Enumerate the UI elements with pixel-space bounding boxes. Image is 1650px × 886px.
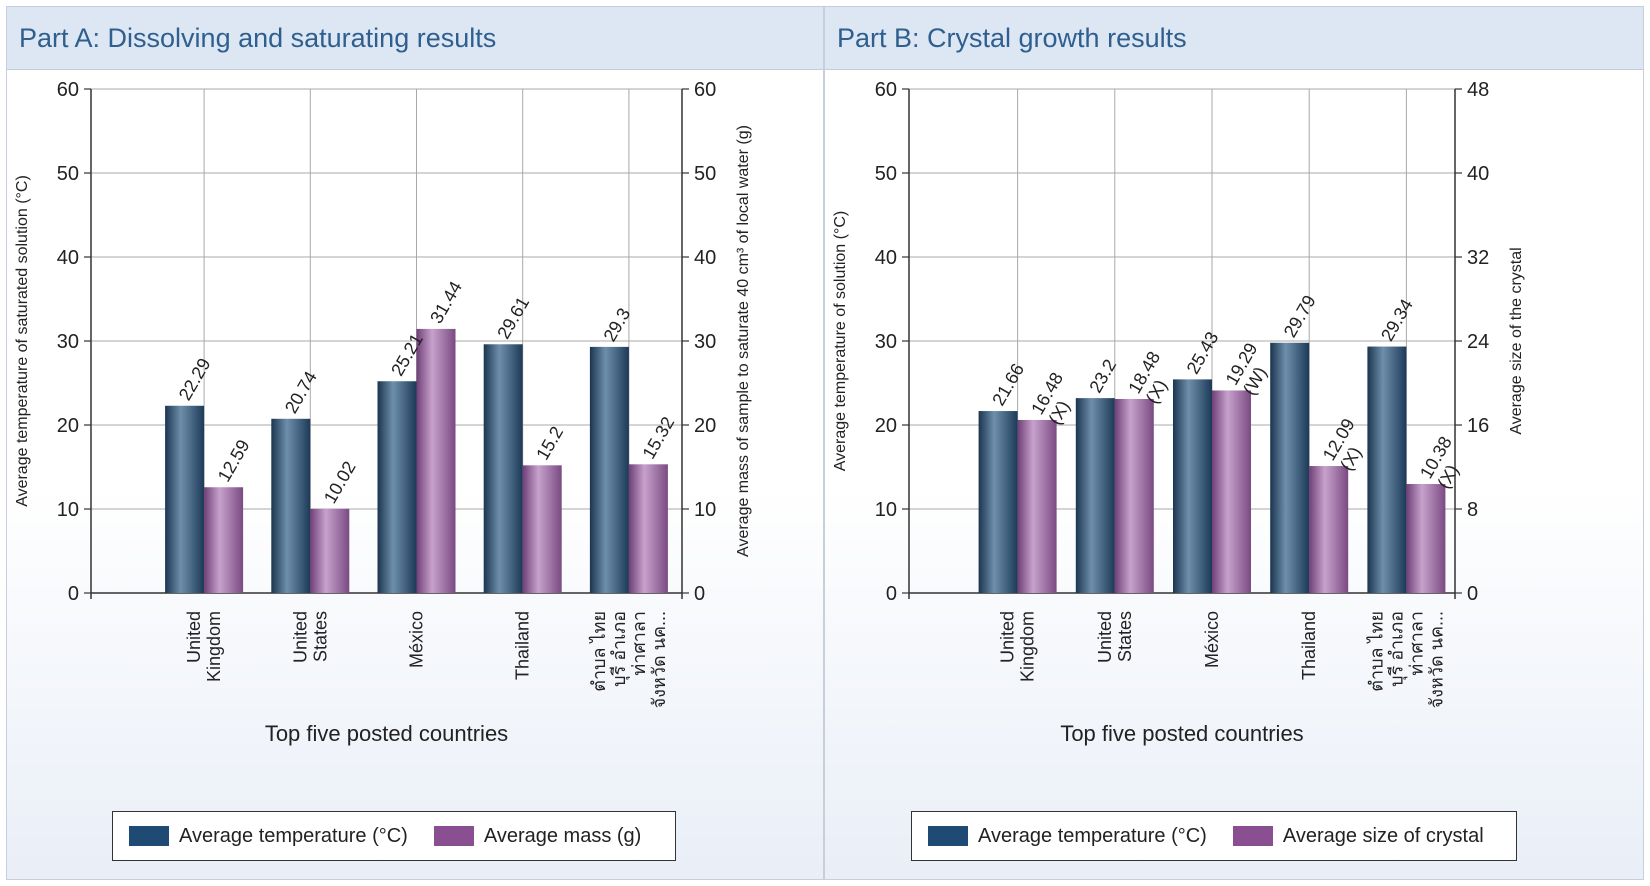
- x-category-label: UnitedKingdom: [184, 611, 224, 682]
- data-label-secondary: 10.02: [320, 458, 360, 507]
- bar-temperature: [1270, 342, 1310, 593]
- panel-part-b: Part B: Crystal growth results 0 10 20 30 40…: [824, 6, 1644, 880]
- bar-secondary: [628, 464, 668, 593]
- y-right-tick-label: 50: [694, 163, 716, 185]
- bar-secondary: [1212, 390, 1251, 593]
- y-right-tick-label: 32: [1467, 247, 1489, 269]
- y-left-tick-label: 60: [57, 79, 79, 101]
- legend-b: Average temperature (°C) Average size of…: [911, 811, 1517, 861]
- x-category-label: UnitedKingdom: [998, 611, 1038, 682]
- bar-temperature: [165, 405, 205, 593]
- bar-secondary: [204, 487, 244, 593]
- data-label-secondary: 15.2: [532, 423, 567, 463]
- x-category-label: ตำบล ไทยบุรี อำเภอท่าศาลาจังหวัด นค...: [588, 611, 669, 708]
- y-left-tick-label: 0: [886, 583, 897, 605]
- y-right-tick-label: 40: [694, 247, 716, 269]
- legend-a-label-temperature: Average temperature (°C): [179, 824, 408, 847]
- panel-part-a: Part A: Dissolving and saturating result…: [6, 6, 824, 880]
- data-label-temperature: 22.29: [175, 355, 215, 404]
- y-left-tick-label: 50: [875, 163, 897, 185]
- bar-temperature: [978, 411, 1018, 593]
- panel-a-title: Part A: Dissolving and saturating result…: [19, 23, 497, 53]
- x-category-label: México: [407, 611, 427, 668]
- data-label-secondary: 10.38(X): [1416, 433, 1473, 492]
- data-label-temperature: 20.74: [281, 368, 321, 417]
- x-category-label: México: [1202, 611, 1222, 668]
- legend-b-swatch-size: [1232, 826, 1273, 846]
- y-right-tick-label: 40: [1467, 163, 1489, 185]
- bar-secondary: [1309, 466, 1349, 593]
- x-axis-title: Top five posted countries: [265, 721, 508, 746]
- legend-b-item-size: Average size of crystal: [1232, 824, 1484, 848]
- bar-temperature: [1367, 346, 1407, 593]
- legend-a-swatch-temperature: [129, 826, 169, 846]
- bar-secondary: [522, 465, 562, 593]
- legend-a-item-mass: Average mass (g): [433, 824, 642, 848]
- y-left-tick-label: 50: [57, 163, 79, 185]
- bar-temperature: [271, 418, 311, 593]
- y-left-tick-label: 10: [875, 499, 897, 521]
- y-right-tick-label: 48: [1467, 79, 1489, 101]
- bar-temperature: [589, 346, 629, 593]
- y-left-tick-label: 20: [57, 415, 79, 437]
- x-axis-title: Top five posted countries: [1060, 721, 1303, 746]
- data-label-temperature: 29.34: [1377, 296, 1417, 345]
- y-left-tick-label: 60: [875, 79, 897, 101]
- bar-temperature: [377, 381, 417, 593]
- y-left-tick-label: 30: [875, 331, 897, 353]
- data-label-secondary: 15.32: [639, 413, 679, 462]
- legend-a-swatch-mass: [433, 826, 474, 846]
- legend-b-item-temperature: Average temperature (°C): [928, 825, 1207, 848]
- bar-secondary: [1114, 398, 1154, 593]
- panel-b-title: Part B: Crystal growth results: [837, 23, 1187, 53]
- bar-secondary: [1406, 484, 1446, 593]
- y-left-axis-title: Average temperature of solution (°C): [832, 211, 849, 471]
- y-right-tick-label: 8: [1467, 499, 1478, 521]
- data-label-temperature: 29.61: [493, 293, 533, 342]
- y-left-tick-label: 10: [57, 499, 79, 521]
- y-right-axis-title: Average mass of sample to saturate 40 cm…: [735, 125, 752, 557]
- legend-b-swatch-temperature: [928, 826, 968, 846]
- y-right-tick-label: 0: [694, 583, 705, 605]
- y-left-tick-label: 20: [875, 415, 897, 437]
- data-label-secondary: 31.44: [426, 278, 466, 327]
- data-label-temperature: 29.79: [1280, 292, 1320, 341]
- data-label-secondary: 12.59: [214, 436, 254, 485]
- y-left-tick-label: 40: [875, 247, 897, 269]
- legend-a-item-temperature: Average temperature (°C): [129, 825, 408, 848]
- y-right-tick-label: 60: [694, 79, 716, 101]
- legend-a-label-mass: Average mass (g): [483, 824, 642, 847]
- bar-secondary: [416, 328, 456, 593]
- y-left-axis-title: Average temperature of saturated solutio…: [14, 175, 31, 507]
- panel-b-header: Part B: Crystal growth results: [825, 7, 1643, 70]
- bar-temperature: [1075, 398, 1115, 593]
- chart-a: 0 10 20 30 40 50 60 0 10 20 30 40 50 60 22.29 12.59 Unit…: [14, 79, 752, 746]
- y-right-tick-label: 30: [694, 331, 716, 353]
- y-left-tick-label: 40: [57, 247, 79, 269]
- y-left-tick-label: 30: [57, 331, 79, 353]
- y-left-tick-label: 0: [68, 583, 79, 605]
- y-right-tick-label: 20: [694, 415, 716, 437]
- y-right-axis-title: Average size of the crystal: [1508, 247, 1525, 434]
- bar-secondary: [310, 508, 350, 593]
- y-right-tick-label: 16: [1467, 415, 1489, 437]
- data-label-temperature: 21.66: [988, 360, 1028, 409]
- y-right-tick-label: 24: [1467, 331, 1489, 353]
- legend-b-label-size: Average size of crystal: [1282, 824, 1484, 847]
- panel-a-header: Part A: Dissolving and saturating result…: [7, 7, 823, 70]
- x-category-label: Thailand: [1299, 611, 1319, 680]
- bar-temperature: [1173, 379, 1212, 593]
- y-right-tick-label: 0: [1467, 583, 1478, 605]
- legend-b-label-temperature: Average temperature (°C): [978, 824, 1207, 847]
- y-right-tick-label: 10: [694, 499, 716, 521]
- x-category-label: ตำบล ไทยบุรี อำเภอท่าศาลาจังหวัด นค...: [1365, 611, 1446, 708]
- x-category-label: Thailand: [513, 611, 533, 680]
- bar-secondary: [1017, 419, 1057, 593]
- data-label-temperature: 25.43: [1183, 328, 1223, 377]
- bar-temperature: [483, 344, 523, 593]
- legend-a: Average temperature (°C) Average mass (g…: [112, 811, 676, 861]
- x-category-label: UnitedStates: [290, 611, 330, 663]
- x-category-label: UnitedStates: [1095, 611, 1135, 663]
